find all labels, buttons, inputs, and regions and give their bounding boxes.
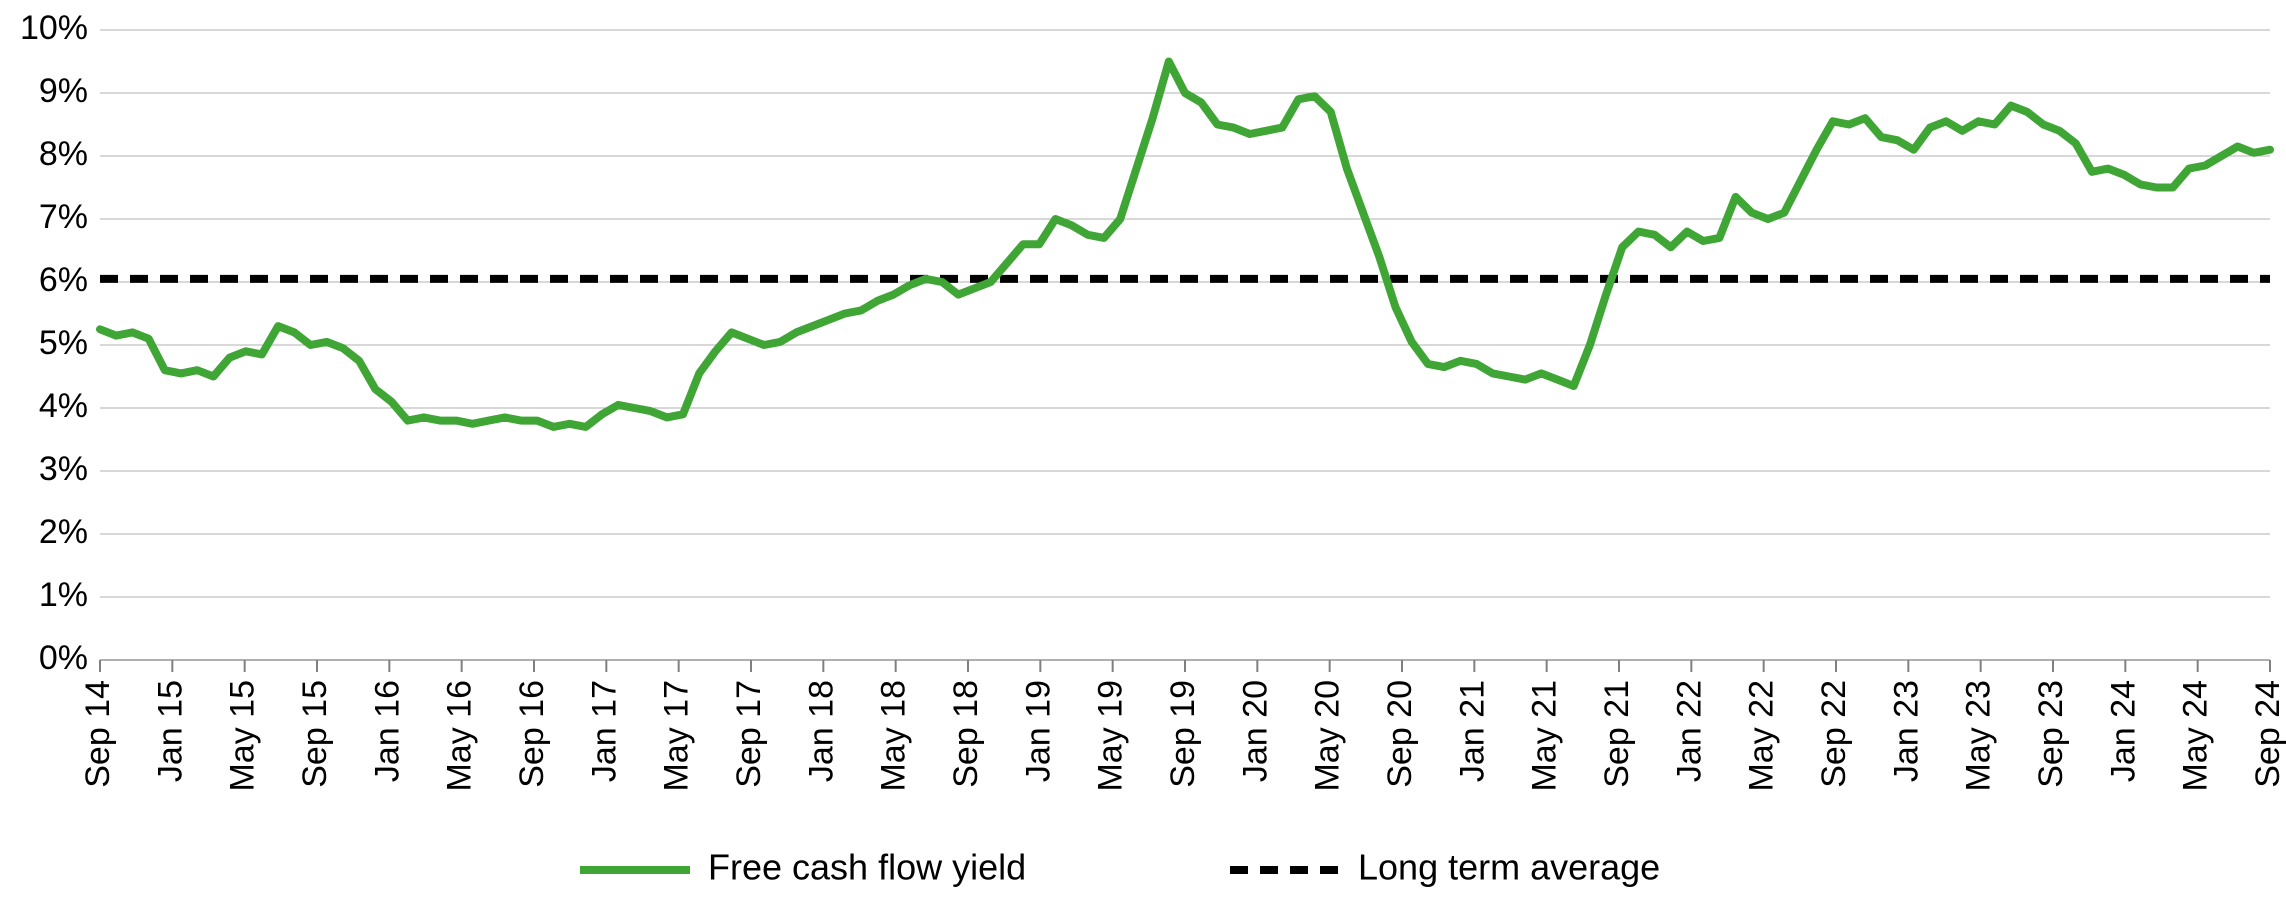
xaxis-tick-label: Jan 20 [1236,680,1274,782]
xaxis-tick-label: May 19 [1092,680,1130,792]
xaxis-tick-label: Jan 22 [1670,680,1708,782]
xaxis-tick-label: Jan 19 [1019,680,1057,782]
xaxis-tick-label: Jan 17 [585,680,623,782]
yaxis-tick-label: 7% [39,198,88,236]
xaxis-tick-label: Sep 17 [730,680,768,788]
xaxis-tick-label: Sep 18 [947,680,985,788]
xaxis-tick-label: May 22 [1743,680,1781,792]
chart-svg: 0% 1% 2% 3% 4% 5% 6% 7% 8% 9% 10% Sep 14 Jan 15 May 1… [0,0,2286,910]
xaxis-tick-label: May 20 [1309,680,1347,792]
yaxis-tick-label: 10% [20,9,88,47]
xaxis-tick-label: Jan 18 [802,680,840,782]
xaxis-tick-label: Sep 22 [1815,680,1853,788]
yaxis-tick-label: 4% [39,387,88,425]
xaxis-tick-label: May 16 [441,680,479,792]
xaxis-tick-label: Sep 14 [79,680,117,788]
xaxis-tick-label: Jan 24 [2104,680,2142,782]
xaxis-tick-label: Sep 19 [1164,680,1202,788]
yaxis-tick-label: 6% [39,261,88,299]
xaxis-tick-label: May 17 [658,680,696,792]
yaxis-tick-label: 2% [39,513,88,551]
xaxis-tick-label: Jan 21 [1453,680,1491,782]
fcfy-chart: 0% 1% 2% 3% 4% 5% 6% 7% 8% 9% 10% Sep 14 Jan 15 May 1… [0,0,2286,910]
xaxis-tick-label: Sep 23 [2032,680,2070,788]
xaxis-tick-label: Sep 24 [2249,680,2286,788]
yaxis-tick-label: 3% [39,450,88,488]
xaxis-tick-label: Jan 16 [368,680,406,782]
xaxis-tick-label: Sep 20 [1381,680,1419,788]
xaxis-tick-label: Jan 15 [151,680,189,782]
yaxis-tick-label: 9% [39,72,88,110]
xaxis-tick-label: May 21 [1526,680,1564,792]
yaxis-tick-label: 0% [39,639,88,677]
xaxis-tick-label: Sep 15 [296,680,334,788]
yaxis-tick-label: 1% [39,576,88,614]
xaxis-tick-label: May 15 [224,680,262,792]
yaxis-tick-label: 8% [39,135,88,173]
xaxis-tick-label: May 18 [875,680,913,792]
xaxis-tick-label: Sep 21 [1598,680,1636,788]
xaxis-tick-label: Jan 23 [1887,680,1925,782]
yaxis-tick-label: 5% [39,324,88,362]
legend-label-long_term_avg: Long term average [1358,847,1660,888]
xaxis-tick-label: May 23 [1960,680,1998,792]
legend-label-fcfy: Free cash flow yield [708,847,1026,888]
xaxis-tick-label: Sep 16 [513,680,551,788]
xaxis-tick-label: May 24 [2177,680,2215,792]
